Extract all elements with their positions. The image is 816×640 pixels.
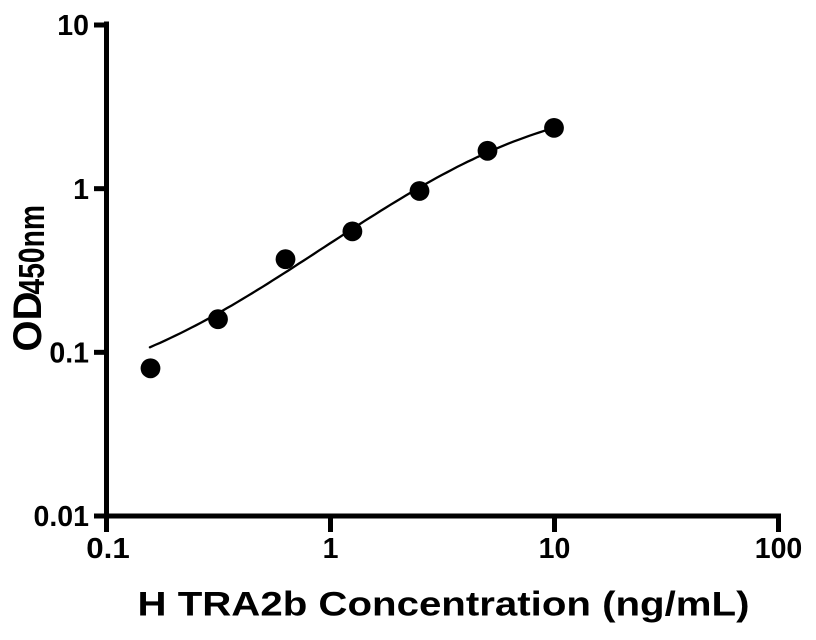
svg-text:1: 1	[73, 174, 89, 206]
svg-text:10: 10	[539, 533, 571, 565]
svg-text:0.1: 0.1	[86, 533, 130, 565]
svg-text:OD: OD	[6, 292, 50, 352]
svg-text:100: 100	[755, 533, 803, 565]
svg-text:0.1: 0.1	[49, 338, 89, 370]
svg-text:10: 10	[57, 10, 89, 42]
svg-text:450nm: 450nm	[11, 205, 52, 295]
svg-text:0.01: 0.01	[34, 501, 90, 533]
svg-text:H TRA2b Concentration (ng/mL): H TRA2b Concentration (ng/mL)	[138, 586, 750, 624]
svg-text:1: 1	[323, 533, 339, 565]
